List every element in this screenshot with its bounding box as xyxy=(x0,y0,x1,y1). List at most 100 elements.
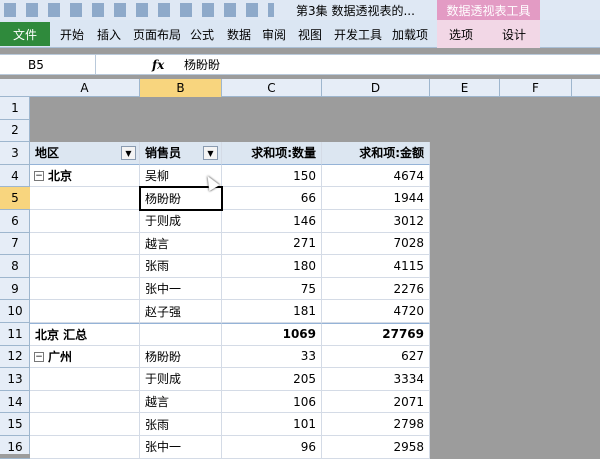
value-cell: 4720 xyxy=(322,300,430,323)
seller-cell: 张中一 xyxy=(140,277,222,301)
seller-cell: 吴柳 xyxy=(140,164,222,188)
value-cell: 2276 xyxy=(322,277,430,301)
column-header: F xyxy=(500,79,572,97)
ribbon-tab[interactable]: 开始 xyxy=(60,27,85,42)
row-header: 10 xyxy=(0,300,30,323)
value-cell: 4115 xyxy=(322,255,430,278)
row-header: 13 xyxy=(0,368,30,391)
row-header-bar xyxy=(0,97,30,454)
value-cell: 4674 xyxy=(322,164,430,188)
value-cell: 101 xyxy=(222,413,322,436)
region-cell xyxy=(30,390,140,414)
value-cell: 2958 xyxy=(322,436,430,459)
row-header: 7 xyxy=(0,233,30,256)
seller-cell: 杨盼盼 xyxy=(140,345,222,369)
pivot-header: 求和项:金额 xyxy=(322,142,430,165)
row-header: 9 xyxy=(0,278,30,301)
region-cell xyxy=(30,413,140,436)
value-cell: 146 xyxy=(222,210,322,233)
context-tab-title: 数据透视表工具 xyxy=(437,0,540,20)
row-header: 11 xyxy=(0,323,30,346)
seller-cell: 张雨 xyxy=(140,413,222,436)
ribbon-tab[interactable]: 加载项 xyxy=(392,27,429,42)
region-cell xyxy=(30,300,140,323)
value-cell: 150 xyxy=(222,164,322,188)
value-cell: 1069 xyxy=(222,323,322,346)
column-header: E xyxy=(430,79,500,97)
ribbon-tab[interactable]: 数据 xyxy=(227,27,252,42)
region-cell xyxy=(30,277,140,301)
file-tab[interactable]: 文件 xyxy=(0,22,50,46)
row-header: 3 xyxy=(0,142,30,165)
name-box[interactable]: B5 xyxy=(0,55,96,74)
value-cell: 627 xyxy=(322,345,430,369)
row-header: 14 xyxy=(0,391,30,414)
pivot-header: 求和项:数量 xyxy=(222,142,322,165)
column-header: A xyxy=(30,79,140,97)
region-cell xyxy=(30,368,140,391)
row-header: 6 xyxy=(0,210,30,233)
quick-access-icons xyxy=(4,3,274,17)
column-header: B xyxy=(140,79,222,97)
pivot-header: 销售员 xyxy=(140,142,222,165)
row-header: 12 xyxy=(0,346,30,369)
row-header: 4 xyxy=(0,165,30,188)
row-header: 1 xyxy=(0,97,30,120)
seller-cell xyxy=(140,323,222,346)
region-cell: 北京 汇总 xyxy=(30,323,140,346)
value-cell: 75 xyxy=(222,277,322,301)
ribbon-tab[interactable]: 插入 xyxy=(97,27,122,42)
value-cell: 7028 xyxy=(322,232,430,256)
row-header: 2 xyxy=(0,120,30,143)
region-cell xyxy=(30,436,140,459)
row-header: 5 xyxy=(0,187,30,210)
ribbon-tab[interactable]: 选项 xyxy=(449,27,474,42)
seller-cell: 于则成 xyxy=(140,210,222,233)
filter-dropdown[interactable]: ▼ xyxy=(121,146,136,161)
value-cell: 96 xyxy=(222,436,322,459)
value-cell: 27769 xyxy=(322,323,430,346)
selected-cell[interactable] xyxy=(139,186,223,211)
region-cell xyxy=(30,232,140,256)
window-title: 第3集 数据透视表的... xyxy=(296,3,415,18)
formula-content[interactable]: 杨盼盼 xyxy=(184,58,221,72)
value-cell: 1944 xyxy=(322,187,430,210)
region-cell: 广州 xyxy=(30,345,140,369)
seller-cell: 越言 xyxy=(140,232,222,256)
ribbon-tab[interactable]: 公式 xyxy=(190,27,215,42)
column-header: C xyxy=(222,79,322,97)
value-cell: 180 xyxy=(222,255,322,278)
value-cell: 66 xyxy=(222,187,322,210)
ribbon-tab[interactable]: 设计 xyxy=(502,27,527,42)
value-cell: 205 xyxy=(222,368,322,391)
seller-cell: 越言 xyxy=(140,390,222,414)
value-cell: 33 xyxy=(222,345,322,369)
seller-cell: 张雨 xyxy=(140,255,222,278)
pivot-header: 地区 xyxy=(30,142,140,165)
seller-cell: 张中一 xyxy=(140,436,222,459)
ribbon-tab[interactable]: 页面布局 xyxy=(133,27,182,42)
collapse-button[interactable]: − xyxy=(34,170,44,181)
region-cell xyxy=(30,187,140,210)
formula-bar xyxy=(0,54,600,75)
row-header: 16 xyxy=(0,436,30,459)
value-cell: 3012 xyxy=(322,210,430,233)
ribbon-tab[interactable]: 开发工具 xyxy=(334,27,383,42)
column-header: D xyxy=(322,79,430,97)
value-cell: 3334 xyxy=(322,368,430,391)
seller-cell: 赵子强 xyxy=(140,300,222,323)
region-cell xyxy=(30,255,140,278)
fx-button[interactable]: fx xyxy=(152,57,165,72)
ribbon-tab[interactable]: 审阅 xyxy=(262,27,287,42)
value-cell: 106 xyxy=(222,390,322,414)
row-header: 8 xyxy=(0,255,30,278)
value-cell: 271 xyxy=(222,232,322,256)
filter-dropdown[interactable]: ▼ xyxy=(203,146,218,161)
ribbon-tab[interactable]: 视图 xyxy=(298,27,323,42)
context-tab-area xyxy=(437,20,540,48)
collapse-button[interactable]: − xyxy=(34,351,44,362)
value-cell: 181 xyxy=(222,300,322,323)
value-cell: 2798 xyxy=(322,413,430,436)
seller-cell: 于则成 xyxy=(140,368,222,391)
